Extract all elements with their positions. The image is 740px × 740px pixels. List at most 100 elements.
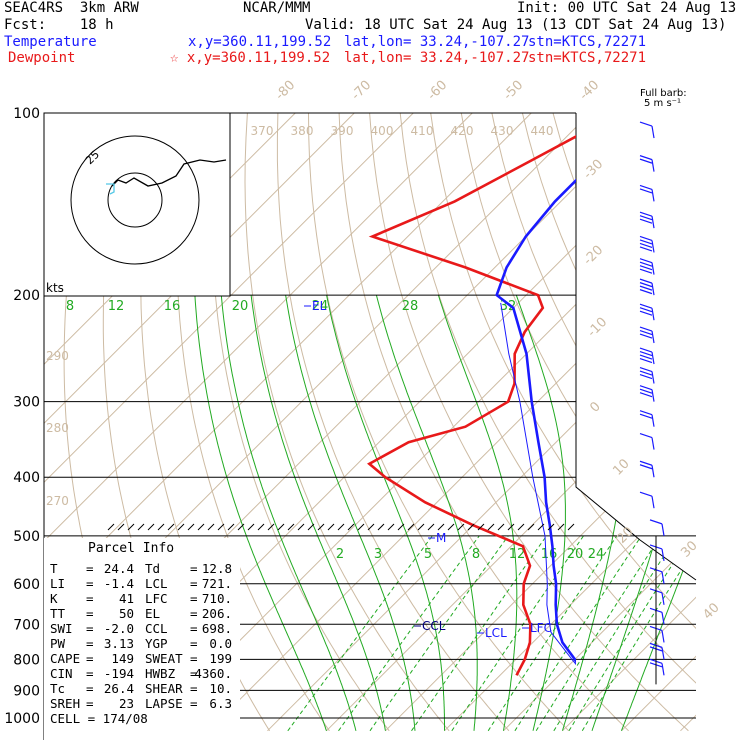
theta-label: 410 <box>411 124 434 138</box>
sounding-profiles <box>367 135 576 676</box>
hodograph-ring-outer <box>70 135 200 265</box>
level-marker-lcl: LCL <box>485 626 507 640</box>
hatch-mark <box>387 523 395 531</box>
parcel-info-value: 3.13 <box>104 636 134 651</box>
parcel-info-value: -2.0 <box>104 621 134 636</box>
mixing-ratio-line <box>287 535 433 732</box>
parcel-info-key: Td <box>145 561 160 576</box>
wind-barb-flag <box>639 155 653 161</box>
pressure-label: 400 <box>13 470 40 486</box>
parcel-info-box: Parcel Info T = 24.4 Td = 12.8 LI = -1.4 LCL = 721. K… <box>44 538 240 740</box>
wind-barb-flag <box>639 385 653 391</box>
parcel-info-equals: = <box>86 696 94 711</box>
isotherm-line <box>503 113 696 732</box>
wind-barb-staff <box>651 216 655 229</box>
pressure-axis-labels: 100 200 300 400 500 600 700 800 900 1000 <box>4 106 40 727</box>
wind-barb-flag <box>639 218 653 224</box>
valid-label: Valid: 18 UTC Sat 24 Aug 13 (13 CDT Sat … <box>305 17 727 33</box>
isotherm-label: 20 <box>614 524 636 546</box>
parcel-info-key: CCL <box>145 621 168 636</box>
wind-barb-flag <box>639 413 653 419</box>
isotherm-label: -20 <box>581 243 607 269</box>
theta-label: 380 <box>291 124 314 138</box>
wind-barb-flag <box>639 432 653 439</box>
mixing-ratio-label: 28 <box>402 299 419 314</box>
mixing-ratio-line <box>338 535 480 732</box>
wind-barb-staff <box>661 663 665 676</box>
wind-barb-flag <box>639 350 653 357</box>
wind-barb-flag <box>639 357 653 364</box>
wind-barb-flag <box>639 310 653 316</box>
hatch-mark <box>357 523 365 531</box>
parcel-info-key: T <box>50 561 58 576</box>
hatch-mark <box>417 523 425 531</box>
parcel-info-equals: = <box>86 621 94 636</box>
parcel-info-value: 10. <box>209 681 232 696</box>
mixing-ratio-line <box>451 535 584 732</box>
mixing-ratio-label: 24 <box>588 547 605 562</box>
isotherm-label: -80 <box>273 78 299 104</box>
mixing-ratio-line <box>535 535 662 732</box>
fcst-label: Fcst: 18 h <box>4 17 114 33</box>
isotherm-line <box>208 113 696 732</box>
wind-barb-staff <box>651 465 655 478</box>
wind-barb-staff <box>651 496 655 509</box>
parcel-info-equals: = <box>190 681 198 696</box>
wind-barb-flag <box>639 258 653 264</box>
parcel-info-key: Tc <box>50 681 65 696</box>
parcel-info-key: SHEAR <box>145 681 183 696</box>
mixing-ratio-line <box>581 535 696 732</box>
mixing-ratio-label: 16 <box>164 299 181 314</box>
mixing-ratio-label: 8 <box>472 547 480 562</box>
parcel-info-equals: = <box>190 666 198 681</box>
pressure-label: 1000 <box>4 711 40 727</box>
wind-barb-flag <box>639 366 653 373</box>
hatch-mark <box>337 523 345 531</box>
dry-adiabat-line <box>338 113 629 732</box>
parcel-info-value: 4360. <box>194 666 232 681</box>
wind-barb-flag <box>639 184 653 190</box>
header: SEAC4RS 3km ARW NCAR/MMM Init: 00 UTC Sa… <box>0 0 740 70</box>
wind-barb-staff <box>661 571 665 584</box>
parcel-info-value: 206. <box>202 606 232 621</box>
dry-adiabat-line <box>613 113 696 732</box>
hatch-mark <box>517 523 525 531</box>
parcel-info-value: 24.4 <box>104 561 134 576</box>
dewpoint-legend-label: Dewpoint <box>8 50 76 66</box>
hatch-mark <box>447 523 455 531</box>
hatch-mark <box>527 523 535 531</box>
theta-label: 400 <box>371 124 394 138</box>
wind-barb-staff <box>651 308 655 321</box>
wind-barb-staff <box>651 125 655 139</box>
mixing-ratio-line <box>411 535 547 732</box>
hatch-mark <box>277 523 285 531</box>
wind-barb-flag <box>639 354 653 360</box>
dry-adiabat-line <box>644 113 696 732</box>
wind-barb-staff <box>651 159 655 172</box>
isotherm-line <box>621 113 696 732</box>
wind-barb-staff <box>661 612 665 625</box>
dewpoint-profile <box>367 135 576 676</box>
parcel-info-equals: = <box>86 576 94 591</box>
wind-barb-staff <box>661 647 665 660</box>
mixing-ratio-line <box>553 535 678 732</box>
level-marker-lfc: LFC <box>530 621 552 635</box>
wind-barb-flag <box>639 392 653 398</box>
parcel-info-value: 12.8 <box>202 561 232 576</box>
pressure-label: 700 <box>13 617 40 633</box>
mixing-ratio-label: 8 <box>66 299 74 314</box>
hatch-mark <box>237 523 245 531</box>
wind-barb-flag <box>639 333 653 339</box>
wind-barb-staff <box>651 351 655 365</box>
hatch-mark <box>557 523 565 531</box>
moist-adiabat-line <box>326 295 445 731</box>
parcel-info-equals: = <box>86 681 94 696</box>
wind-barb-staff <box>651 389 655 402</box>
parcel-info-value: 0.0 <box>209 636 232 651</box>
parcel-info-title: Parcel Info <box>88 541 174 556</box>
level-marker-m: M <box>436 531 446 545</box>
mixing-ratio-label: 32 <box>500 299 517 314</box>
dewpoint-xy: ☆ x,y=360.11,199.52 <box>170 50 331 66</box>
hatch-mark <box>407 523 415 531</box>
barb-legend-line1: Full barb: <box>640 88 687 99</box>
